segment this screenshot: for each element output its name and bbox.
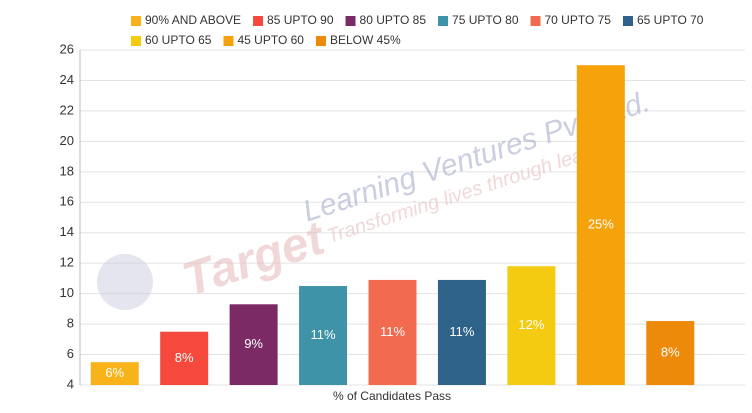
y-tick-label: 24 [60, 72, 74, 87]
y-tick-label: 4 [67, 376, 74, 391]
bar [160, 331, 209, 385]
legend-marker [622, 16, 633, 26]
legend-marker [315, 36, 326, 46]
y-tick-label: 8 [67, 316, 74, 331]
bar [90, 362, 139, 385]
y-tick-label: 14 [60, 224, 74, 239]
y-tick-label: 20 [60, 133, 74, 148]
value-label: 9% [244, 336, 263, 351]
value-label: 8% [175, 350, 194, 365]
bar [646, 321, 695, 385]
legend-label: 65 UPTO 70 [637, 13, 704, 27]
x-axis-label: % of Candidates Pass [333, 389, 451, 403]
bar [229, 304, 278, 385]
bar [437, 279, 486, 385]
legend-marker [131, 16, 141, 26]
legend-label: 75 UPTO 80 [452, 13, 519, 27]
legend-label: 45 UPTO 60 [237, 33, 304, 47]
legend-marker [223, 36, 234, 46]
legend-marker [131, 36, 141, 46]
value-label: 11% [449, 324, 474, 339]
legend-label: 85 UPTO 90 [267, 13, 334, 27]
legend-marker [345, 16, 356, 26]
y-tick-label: 6 [67, 346, 74, 361]
value-label: 11% [311, 327, 336, 342]
y-tick-label: 22 [60, 102, 74, 117]
bar [299, 286, 348, 385]
bar [576, 65, 625, 386]
legend-marker [438, 16, 449, 26]
value-label: 11% [380, 324, 405, 339]
value-label: 25% [588, 217, 614, 232]
legend-label: 70 UPTO 75 [545, 13, 612, 27]
y-tick-label: 10 [60, 285, 74, 300]
legend-marker [253, 16, 264, 26]
watermark-logo [97, 254, 153, 310]
value-label: 12% [518, 317, 544, 332]
legend-label: 90% AND ABOVE [145, 13, 241, 27]
legend-label: 80 UPTO 85 [360, 13, 427, 27]
bar [507, 266, 556, 385]
value-label: 8% [661, 344, 680, 359]
y-tick-label: 12 [60, 255, 74, 270]
legend-label: BELOW 45% [330, 33, 401, 47]
legend-label: 60 UPTO 65 [145, 33, 212, 47]
value-label: 6% [105, 365, 124, 380]
y-tick-label: 16 [60, 194, 74, 209]
y-tick-label: 26 [60, 41, 74, 56]
legend-marker [530, 16, 541, 26]
y-tick-label: 18 [60, 163, 74, 178]
bar [368, 279, 417, 385]
